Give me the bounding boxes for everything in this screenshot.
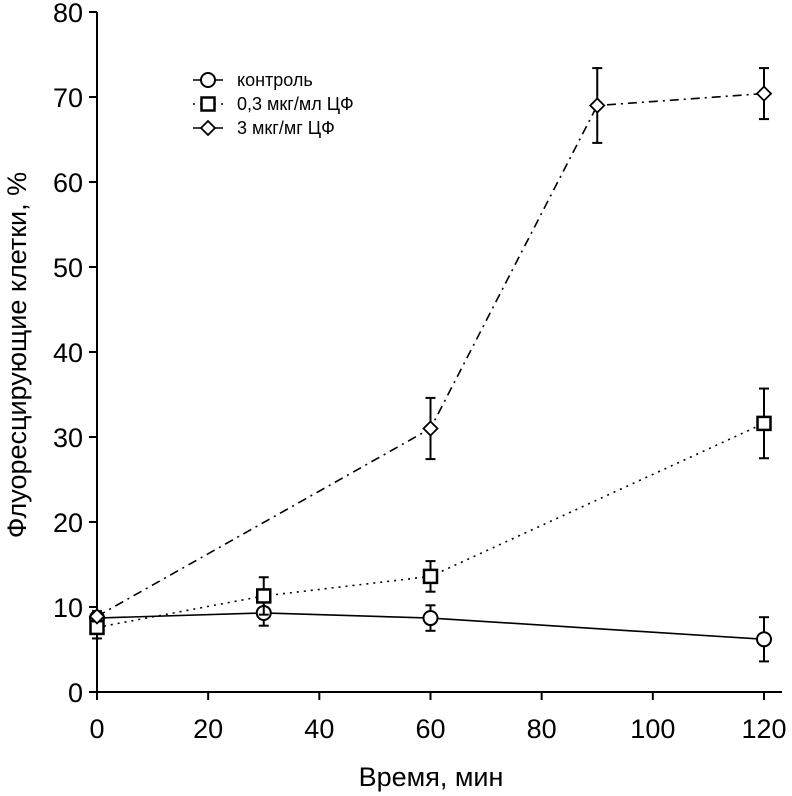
legend: контроль 0,3 мкг/мл ЦФ 3 мкг/мг ЦФ	[193, 70, 354, 138]
data-point	[422, 610, 439, 627]
data-point	[756, 415, 772, 432]
data-point	[422, 568, 439, 585]
legend-label: контроль	[237, 70, 313, 90]
x-tick-label: 100	[630, 714, 675, 744]
y-tick-label: 0	[68, 678, 83, 708]
y-tick-label: 80	[53, 0, 83, 28]
x-tick-label: 120	[741, 714, 786, 744]
data-point	[755, 85, 773, 102]
legend-item: 0,3 мкг/мл ЦФ	[193, 94, 354, 114]
series-circle	[89, 599, 772, 663]
legend-label: 0,3 мкг/мл ЦФ	[237, 94, 354, 114]
data-point	[88, 608, 106, 625]
y-tick-label: 20	[53, 508, 83, 538]
y-tick-label: 50	[53, 253, 83, 283]
x-tick-label: 0	[89, 714, 104, 744]
legend-item: 3 мкг/мг ЦФ	[193, 118, 335, 138]
x-tick-label: 20	[193, 714, 223, 744]
y-axis-title: Флуоресцирующие клетки, %	[2, 172, 32, 538]
data-point	[422, 420, 439, 437]
axes: 0 20 40 60 80 100 120 0 10 20 30 40 50 60 70 80	[53, 0, 787, 744]
series-diamond	[88, 67, 773, 625]
y-tick-label: 70	[53, 83, 83, 113]
data-point	[256, 588, 272, 604]
x-tick-label: 60	[415, 714, 445, 744]
y-tick-label: 40	[53, 338, 83, 368]
x-axis-title: Время, мин	[359, 762, 504, 792]
x-tick-label: 80	[527, 714, 557, 744]
series-line	[96, 612, 765, 641]
series-layer	[88, 67, 773, 663]
legend-label: 3 мкг/мг ЦФ	[237, 118, 335, 138]
y-tick-label: 30	[53, 423, 83, 453]
y-tick-label: 60	[53, 168, 83, 198]
legend-marker	[200, 96, 216, 112]
legend-marker	[199, 119, 217, 137]
data-point	[588, 97, 606, 114]
series-line	[96, 422, 765, 629]
x-tick-label: 40	[304, 714, 334, 744]
data-point	[756, 631, 772, 648]
legend-marker	[200, 72, 216, 88]
series-line	[96, 92, 765, 618]
legend-item: контроль	[193, 70, 313, 90]
y-tick-label: 10	[53, 593, 83, 623]
